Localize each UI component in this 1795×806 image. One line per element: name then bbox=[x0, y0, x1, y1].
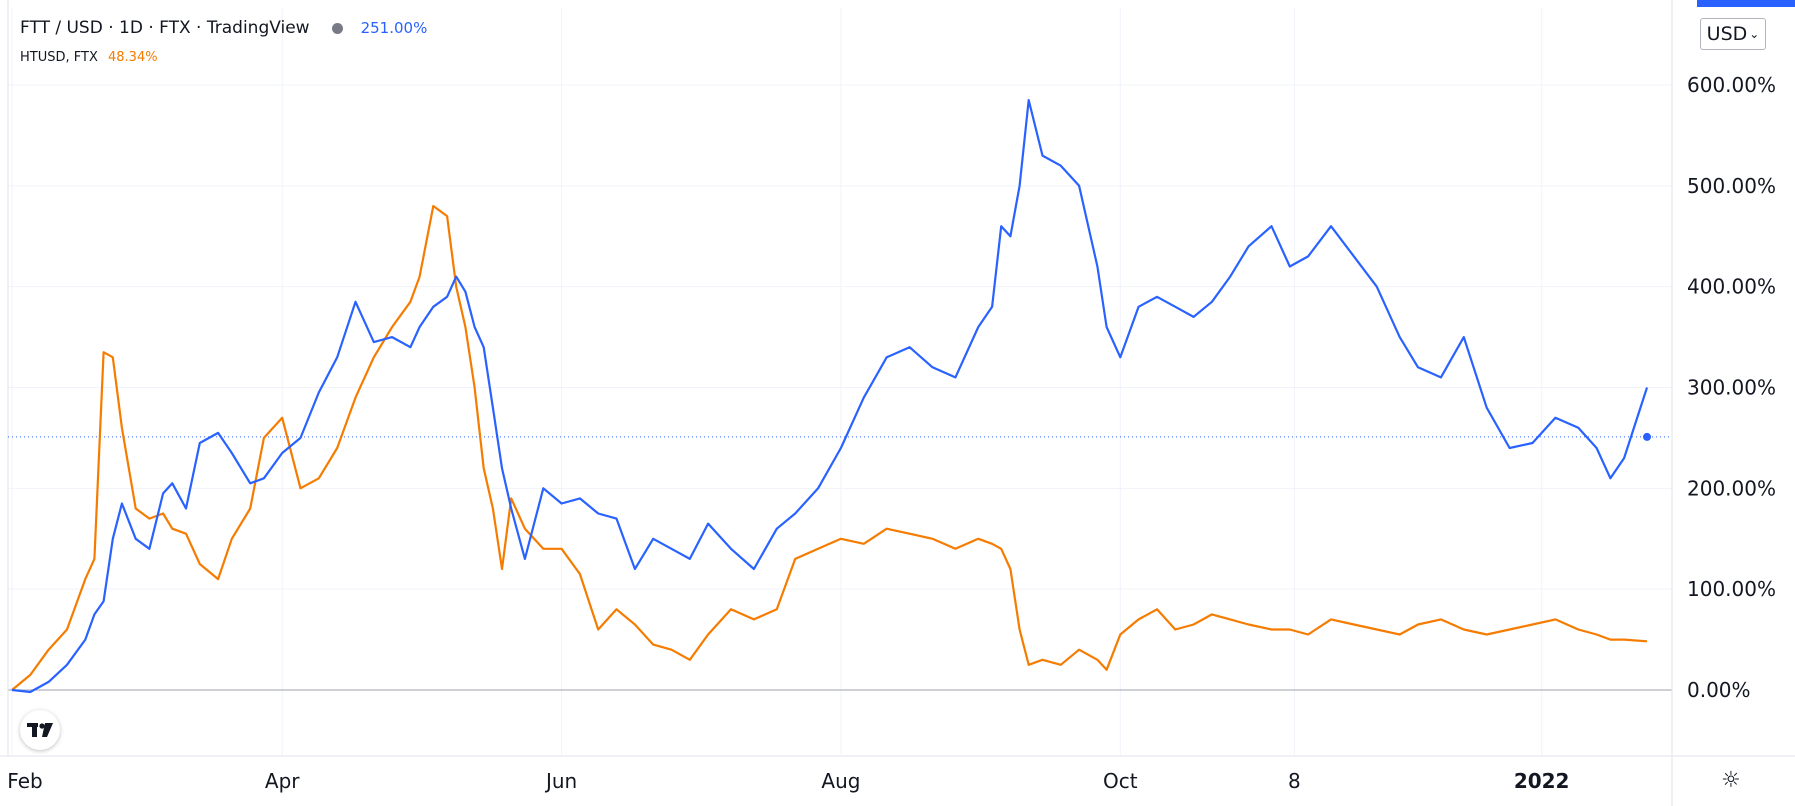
legend-secondary-title: HTUSD, FTX bbox=[20, 50, 98, 65]
y-tick-label: 0.00% bbox=[1687, 678, 1751, 702]
x-tick-label: 2022 bbox=[1514, 769, 1570, 793]
legend-main-value: 251.00% bbox=[360, 19, 428, 37]
series-layer bbox=[11, 98, 1651, 694]
ht-series-line bbox=[11, 204, 1648, 691]
grid-layer bbox=[8, 8, 1672, 755]
legend-main[interactable]: FTT / USD · 1D · FTX · TradingView 251.0… bbox=[20, 18, 427, 38]
gear-icon[interactable]: ☼ bbox=[1721, 768, 1741, 793]
x-tick-label: Jun bbox=[544, 769, 577, 793]
tradingview-logo-icon[interactable] bbox=[20, 710, 60, 750]
top-accent-bar bbox=[1697, 0, 1795, 7]
legend-secondary-value: 48.34% bbox=[108, 50, 158, 65]
legend-dot-icon bbox=[331, 22, 343, 34]
ftt-series-line bbox=[11, 98, 1649, 694]
x-tick-label: Feb bbox=[7, 769, 42, 793]
last-point-marker bbox=[1643, 432, 1651, 441]
y-tick-label: 600.00% bbox=[1687, 73, 1776, 97]
label-layer: 600.00% 500.00% 400.00% 300.00% 200.00% 100.0… bbox=[7, 73, 1776, 793]
y-tick-label: 300.00% bbox=[1687, 376, 1776, 400]
x-tick-label: Aug bbox=[821, 769, 860, 793]
y-tick-label: 400.00% bbox=[1687, 275, 1776, 299]
currency-button[interactable]: USD ⌄ bbox=[1700, 18, 1766, 50]
y-tick-label: 500.00% bbox=[1687, 174, 1776, 198]
currency-label: USD bbox=[1706, 23, 1748, 45]
y-tick-label: 100.00% bbox=[1687, 577, 1776, 601]
legend-main-title: FTT / USD · 1D · FTX · TradingView bbox=[20, 18, 310, 38]
chevron-down-icon: ⌄ bbox=[1749, 27, 1760, 41]
x-tick-label: Oct bbox=[1103, 769, 1138, 793]
y-tick-label: 200.00% bbox=[1687, 476, 1776, 500]
x-tick-label: 8 bbox=[1288, 769, 1301, 793]
legend-secondary[interactable]: HTUSD, FTX 48.34% bbox=[20, 50, 158, 65]
tradingview-logo-glyph bbox=[27, 723, 53, 737]
x-tick-label: Apr bbox=[265, 769, 300, 793]
